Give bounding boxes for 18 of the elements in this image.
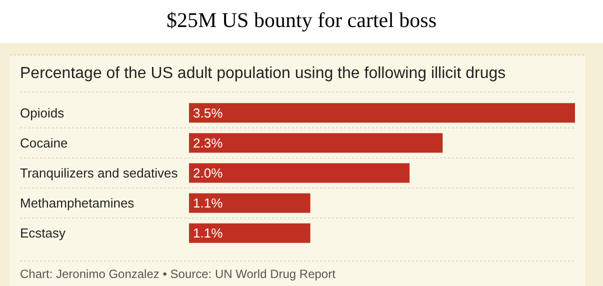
chart-subtitle: Percentage of the US adult population using the following illicit drugs <box>20 65 506 82</box>
chart-title: $25M US bounty for cartel boss <box>166 8 437 32</box>
data-label: 3.5% <box>193 105 224 120</box>
y-tick-label: Methamphetamines <box>20 196 135 211</box>
data-label: 2.0% <box>193 166 224 181</box>
y-tick-label: Cocaine <box>20 135 68 150</box>
bar <box>189 133 443 153</box>
bar <box>189 193 310 213</box>
bar <box>189 103 575 123</box>
bar <box>189 163 410 183</box>
text: Chart: Jeronimo Gonzalez • Source: UN World Drug Report <box>20 267 336 281</box>
y-tick-label: Ecstasy <box>20 226 66 241</box>
data-label: 2.3% <box>193 135 224 150</box>
data-label: 1.1% <box>193 196 224 211</box>
data-label: 1.1% <box>193 226 224 241</box>
bar <box>189 223 310 243</box>
y-tick-label: Tranquilizers and sedatives <box>20 166 178 181</box>
y-tick-label: Opioids <box>20 105 65 120</box>
